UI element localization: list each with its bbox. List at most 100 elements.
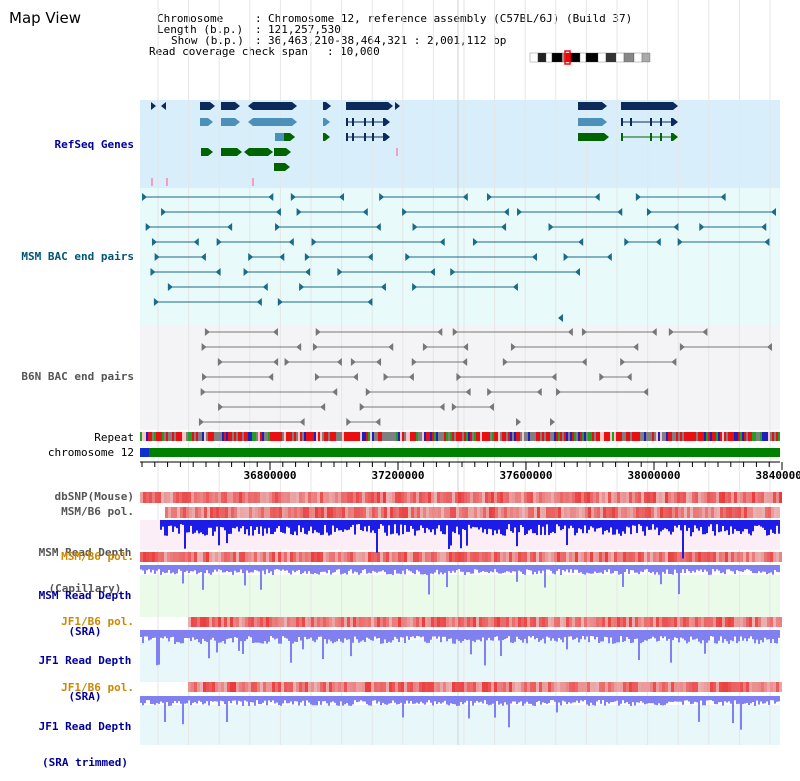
gene-exon	[201, 148, 208, 156]
bac-end-marker	[243, 268, 249, 276]
heat-cell	[242, 552, 245, 562]
depth-bar	[560, 520, 562, 531]
depth-bar	[340, 565, 342, 575]
heat-cell	[611, 682, 614, 692]
repeat-segment	[514, 432, 516, 441]
depth-bar	[476, 520, 478, 528]
msm-depth-sra-label[interactable]: MSM Read Depth (SRA)	[33, 566, 137, 650]
depth-bar	[278, 520, 280, 527]
depth-bar	[586, 696, 588, 705]
repeat-segment	[200, 432, 202, 441]
depth-bar	[598, 565, 600, 573]
repeat-segment	[774, 432, 776, 441]
msm-pol-track-label[interactable]: MSM/B6 pol.	[61, 505, 134, 518]
heat-cell	[750, 507, 753, 518]
heat-cell	[272, 552, 275, 562]
jf1-depth-trimmed-label[interactable]: JF1 Read Depth (SRA trimmed)	[33, 697, 137, 781]
heat-cell	[489, 507, 492, 518]
depth-bar	[280, 565, 282, 571]
depth-bar	[664, 520, 666, 529]
heat-cell	[269, 617, 272, 627]
depth-bar	[228, 565, 230, 573]
repeat-segment	[520, 432, 522, 441]
heat-cell	[434, 492, 437, 503]
depth-bar	[640, 696, 642, 702]
repeat-segment	[398, 432, 400, 441]
depth-bar	[686, 565, 688, 570]
gene-arrow	[208, 148, 213, 156]
depth-bar	[694, 520, 696, 526]
heat-cell	[221, 617, 224, 627]
depth-bar	[670, 520, 672, 535]
heat-cell	[191, 552, 194, 562]
depth-bar	[360, 565, 362, 574]
genome-tracks-canvas[interactable]: 3680000037200000376000003800000038400000	[0, 0, 800, 745]
depth-bar	[364, 565, 366, 570]
heat-cell	[698, 552, 701, 562]
depth-bar	[744, 630, 746, 639]
heat-cell	[488, 617, 491, 627]
depth-bar	[428, 565, 430, 595]
jf1-pol2-track-label[interactable]: JF1/B6 pol.	[61, 681, 134, 694]
depth-bar	[708, 520, 710, 527]
heat-cell	[239, 552, 242, 562]
depth-bar	[596, 565, 598, 573]
b6n-bac-track-label[interactable]: B6N BAC end pairs	[21, 370, 134, 383]
bac-end-marker	[702, 328, 708, 336]
heat-cell	[683, 617, 686, 627]
msm-pol2-track-label[interactable]: MSM/B6 pol.	[61, 550, 134, 563]
repeat-segment	[410, 432, 412, 441]
heat-cell	[200, 552, 203, 562]
jf1-pol-track-label[interactable]: JF1/B6 pol.	[61, 615, 134, 628]
depth-bar	[218, 696, 220, 706]
depth-bar	[490, 565, 492, 572]
depth-bar	[498, 696, 500, 705]
msm-bac-track-label[interactable]: MSM BAC end pairs	[21, 250, 134, 263]
repeat-segment	[296, 432, 298, 441]
depth-bar	[306, 696, 308, 701]
heat-cell	[248, 682, 251, 692]
depth-bar	[564, 520, 566, 526]
depth-bar	[238, 565, 240, 573]
depth-bar	[354, 520, 356, 535]
depth-bar	[670, 630, 672, 663]
heat-cell	[158, 552, 161, 562]
heat-cell	[719, 492, 722, 503]
depth-bar	[310, 630, 312, 638]
depth-bar	[352, 696, 354, 705]
heat-cell	[596, 552, 599, 562]
heat-cell	[476, 617, 479, 627]
depth-bar	[158, 696, 160, 704]
depth-bar	[444, 520, 446, 535]
heat-cell	[365, 617, 368, 627]
heat-cell	[755, 492, 758, 503]
repeat-segment	[746, 432, 748, 441]
repeat-segment	[548, 432, 550, 441]
repeat-segment	[392, 432, 394, 441]
repeat-segment	[430, 432, 432, 441]
depth-bar	[140, 630, 142, 637]
heat-cell	[369, 507, 372, 518]
heat-cell	[329, 552, 332, 562]
coverage-value: 10,000	[340, 45, 380, 58]
bac-end-marker	[563, 253, 569, 261]
depth-bar	[776, 696, 778, 702]
heat-cell	[230, 617, 233, 627]
heat-cell	[470, 492, 473, 503]
dbsnp-track-label[interactable]: dbSNP(Mouse)	[54, 490, 134, 503]
depth-bar	[496, 520, 498, 534]
refseq-track-label[interactable]: RefSeq Genes	[54, 138, 134, 151]
depth-bar	[528, 630, 530, 637]
heat-cell	[449, 552, 452, 562]
jf1-depth-sra-label[interactable]: JF1 Read Depth (SRA)	[33, 631, 137, 715]
depth-bar	[524, 520, 526, 536]
bac-end-marker	[290, 193, 296, 201]
depth-bar	[344, 696, 346, 705]
depth-bar	[704, 520, 706, 535]
msm-depth-capillary-label[interactable]: MSM Read Depth (Capillary)	[33, 523, 137, 607]
heat-cell	[233, 682, 236, 692]
heat-cell	[171, 507, 174, 518]
heat-cell	[758, 682, 761, 692]
heat-cell	[311, 617, 314, 627]
depth-bar	[502, 565, 504, 573]
